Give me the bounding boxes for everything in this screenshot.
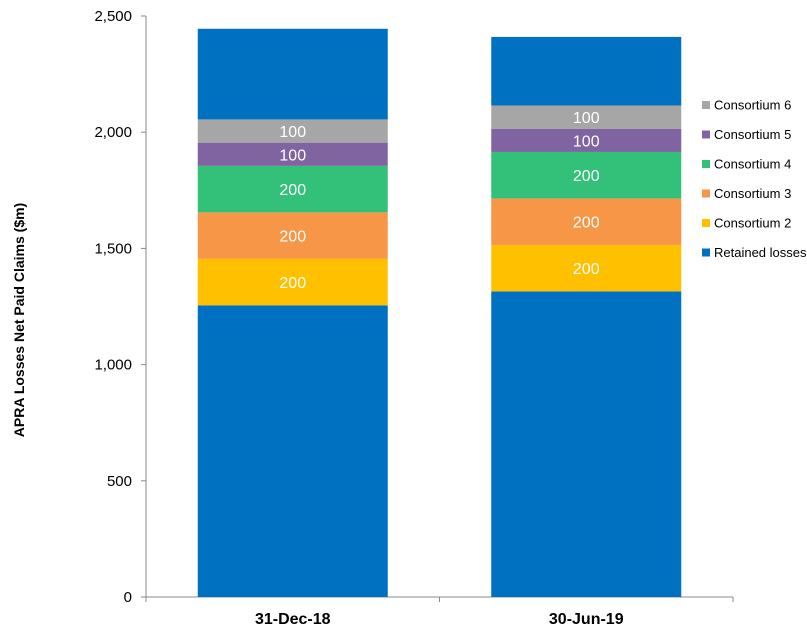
legend: Consortium 6 Consortium 5 Consortium 4 Cons…: [702, 98, 807, 260]
legend-swatch: [702, 130, 710, 139]
x-category-label: 30-Jun-19: [549, 611, 624, 628]
bar-segment: [491, 244, 682, 292]
legend-swatch: [702, 160, 710, 168]
legend-entry: Consortium 6: [714, 98, 791, 113]
legend-entry: Consortium 4: [714, 157, 791, 172]
y-tick-label: 1,000: [94, 357, 132, 374]
bar-segment: [197, 165, 388, 213]
bar-segment: [197, 212, 388, 259]
legend-entry: Consortium 3: [714, 186, 791, 201]
bar-segment: [197, 305, 388, 597]
legend-entry: Consortium 2: [714, 216, 791, 231]
bar-segment: [491, 291, 682, 597]
bar-segment: [197, 142, 388, 166]
bar-segment: [491, 151, 682, 199]
data-labels: 200 200 200 100 100 200 200 200 100 100: [279, 110, 599, 292]
legend-entry: Consortium 5: [714, 127, 791, 142]
y-tick-label: 2,000: [94, 124, 132, 141]
y-ticks: 0 500 1,000 1,500 2,000 2,500: [94, 8, 146, 606]
data-label: 100: [573, 133, 600, 150]
data-label: 100: [279, 124, 306, 141]
data-label: 200: [573, 168, 600, 185]
data-label: 100: [573, 110, 600, 127]
legend-swatch: [702, 189, 710, 198]
bar-segment: [491, 198, 682, 245]
data-label: 200: [573, 215, 600, 232]
data-label: 200: [279, 229, 306, 246]
legend-swatch: [702, 248, 710, 257]
data-label: 100: [279, 147, 306, 164]
bars: [197, 28, 682, 597]
legend-swatch: [702, 219, 710, 227]
data-label: 200: [573, 261, 600, 278]
bar-segment: [197, 28, 388, 120]
y-tick-label: 0: [124, 589, 132, 606]
bar-segment: [197, 258, 388, 306]
x-ticks: 31-Dec-18 30-Jun-19: [145, 597, 734, 628]
bar-segment: [491, 105, 682, 129]
bar-segment: [491, 128, 682, 152]
legend-entry: Retained losses: [714, 245, 807, 260]
bar-segment: [491, 36, 682, 106]
y-tick-label: 500: [107, 473, 132, 490]
y-tick-label: 1,500: [94, 240, 132, 257]
legend-swatch: [702, 101, 710, 109]
bar-segment: [197, 119, 388, 143]
data-label: 200: [279, 275, 306, 292]
x-category-label: 31-Dec-18: [255, 611, 331, 628]
data-label: 200: [279, 182, 306, 199]
y-tick-label: 2,500: [94, 8, 132, 25]
y-axis-label: APRA Losses Net Paid Claims ($m): [11, 203, 27, 437]
